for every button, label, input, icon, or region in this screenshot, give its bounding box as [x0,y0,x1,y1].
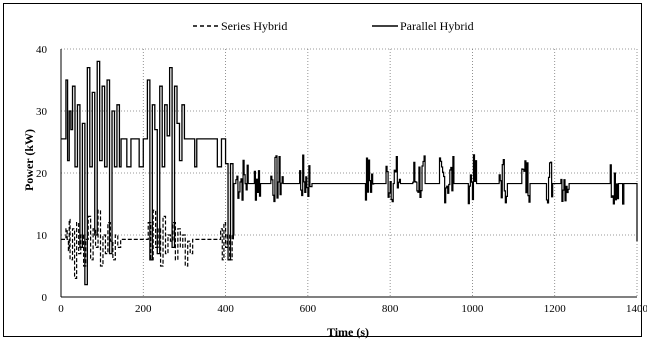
x-tick-label: 1400 [626,303,647,315]
series-line-parallel-hybrid [61,60,235,286]
x-tick-label: 800 [382,303,399,315]
tick-labels: 0 200 400 600 800 1000 1200 1400 0 10 20 30 40 [36,44,647,315]
x-tick-label: 600 [300,303,317,315]
y-tick-label: 20 [36,168,48,180]
x-axis-title: Time (s) [327,325,369,339]
x-tick-label: 1200 [544,303,567,315]
y-axis-title: Power (kW) [22,129,36,191]
y-tick-label: 10 [36,230,48,242]
y-tick-label: 0 [42,292,48,304]
x-tick-label: 200 [135,303,152,315]
legend-label-parallel-hybrid: Parallel Hybrid [400,19,474,33]
series-layer [61,60,638,286]
series-line-series-hybrid [61,209,234,279]
legend-label-series-hybrid: Series Hybrid [221,19,287,33]
x-tick-label: 1000 [461,303,484,315]
x-tick-label: 400 [217,303,234,315]
legend: Series Hybrid Parallel Hybrid [193,19,474,33]
y-tick-label: 40 [36,44,48,56]
axes [60,49,637,298]
x-tick-label: 0 [58,303,64,315]
y-tick-label: 30 [36,106,48,118]
series-line-parallel-hybrid-tail [234,154,638,242]
